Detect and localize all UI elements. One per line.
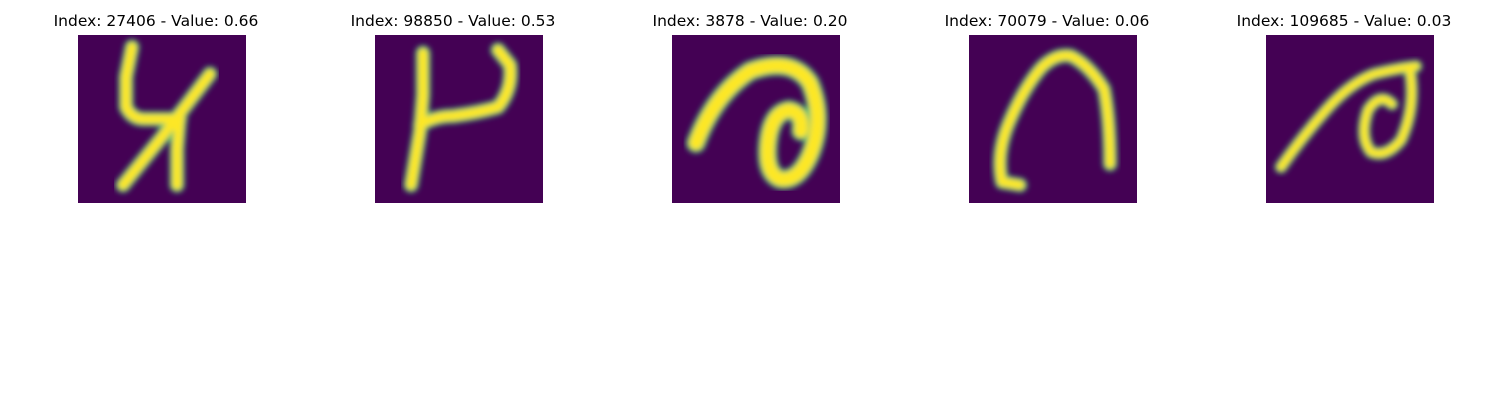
digit-image-0 [78,35,246,203]
image-panel-0: Index: 27406 - Value: 0.66 [6,0,306,210]
digit-image-3 [969,35,1137,203]
digit-image-2 [672,35,840,203]
digit-image-4 [1266,35,1434,203]
panel-title-3: Index: 70079 - Value: 0.06 [944,12,1150,30]
image-panel-4: Index: 109685 - Value: 0.03 [1194,0,1494,210]
digit-image-1 [375,35,543,203]
image-panel-3: Index: 70079 - Value: 0.06 [897,0,1197,210]
panel-title-1: Index: 98850 - Value: 0.53 [350,12,556,30]
image-panel-1: Index: 98850 - Value: 0.53 [303,0,603,210]
image-panel-2: Index: 3878 - Value: 0.20 [600,0,900,210]
panel-title-2: Index: 3878 - Value: 0.20 [652,12,848,30]
panel-title-4: Index: 109685 - Value: 0.03 [1236,12,1452,30]
panel-title-0: Index: 27406 - Value: 0.66 [53,12,259,30]
